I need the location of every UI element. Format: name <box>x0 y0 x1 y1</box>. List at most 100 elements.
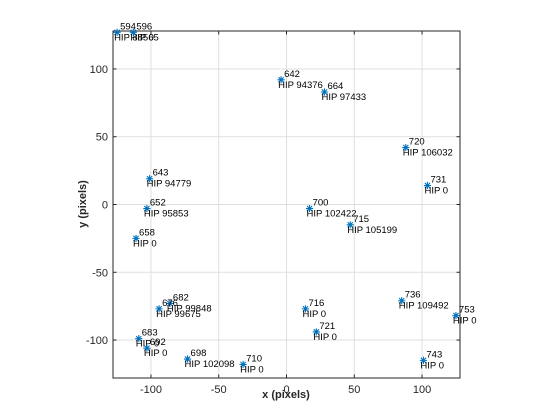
star-hip-label: HIP 94779 <box>147 179 192 190</box>
x-tick-label: -100 <box>140 384 162 396</box>
star-id-label: 692 <box>150 337 166 348</box>
star-hip-label: HIP 109492 <box>399 301 449 312</box>
star-id-label: 736 <box>405 290 421 301</box>
y-tick-label: 100 <box>90 64 108 76</box>
star-marker <box>301 305 310 313</box>
x-axis-label: x (pixels) <box>262 389 310 401</box>
star-id-label: 658 <box>139 227 155 238</box>
star-marker <box>113 28 121 36</box>
star-id-label: 594 <box>120 21 136 32</box>
star-marker <box>145 175 154 183</box>
star-marker <box>143 344 151 352</box>
star-hip-label: HIP 95853 <box>144 209 189 220</box>
star-marker <box>277 76 285 84</box>
star-id-label: 596 <box>136 21 152 32</box>
star-marker <box>320 88 329 96</box>
star-marker <box>398 297 406 305</box>
star-id-label: 743 <box>426 349 442 360</box>
y-tick-label: -50 <box>92 267 108 279</box>
star-id-label: 721 <box>319 321 335 332</box>
star-hip-label: HIP 99675 <box>156 309 201 320</box>
y-tick-label: 0 <box>102 200 108 212</box>
star-hip-label: HIP 99848 <box>167 303 212 314</box>
x-tick-label: 0 <box>283 384 289 396</box>
star-id-label: 643 <box>153 168 169 179</box>
star-hip-label: HIP 0 <box>240 364 264 375</box>
x-tick-label: 50 <box>348 384 360 396</box>
star-marker <box>419 356 428 364</box>
star-id-label: 683 <box>142 328 158 339</box>
star-marker <box>423 181 432 190</box>
star-marker <box>135 335 143 343</box>
star-id-label: 710 <box>246 353 262 364</box>
star-id-label: 676 <box>162 298 178 309</box>
star-hip-label: HIP 0 <box>420 360 444 371</box>
star-id-label: 642 <box>284 69 300 80</box>
star-marker <box>346 221 354 229</box>
star-marker <box>402 143 410 152</box>
x-tick-label: 100 <box>413 384 431 396</box>
star-hip-label: HIP 0 <box>136 339 160 350</box>
star-marker <box>452 312 460 320</box>
axis-ticks: -100 -50 0 50 100 -100 -50 0 50 100 <box>86 31 460 396</box>
star-id-label: 682 <box>173 292 189 303</box>
star-id-label: 753 <box>459 305 475 316</box>
star-id-label: 664 <box>327 81 343 92</box>
star-marker <box>239 360 247 369</box>
star-hip-label: HIP 94376 <box>278 80 323 91</box>
star-hip-label: HIP 106032 <box>403 148 453 159</box>
star-marker <box>155 305 163 313</box>
star-id-label: 700 <box>313 198 329 209</box>
x-tick-label: -50 <box>211 384 227 396</box>
star-hip-label: HIP 0 <box>133 238 157 249</box>
star-marker <box>312 328 320 336</box>
star-marker <box>183 355 192 363</box>
star-hip-label: HIP 0 <box>130 32 154 43</box>
star-hip-label: HIP 97433 <box>321 92 366 103</box>
star-hip-label: HIP 0 <box>424 186 448 197</box>
star-hip-label: HIP 0 <box>453 316 477 327</box>
star-marker <box>129 28 137 36</box>
star-marker <box>305 204 314 213</box>
star-id-label: 720 <box>409 137 425 148</box>
star-hip-label: HIP 0 <box>302 309 326 320</box>
y-tick-label: -100 <box>86 335 108 347</box>
star-id-label: 716 <box>308 298 324 309</box>
star-hip-label: HIP 102098 <box>185 359 235 370</box>
star-hip-label: HIP 102422 <box>307 209 357 220</box>
grid <box>113 31 460 378</box>
y-tick-label: 50 <box>96 132 108 144</box>
star-id-label: 652 <box>150 198 166 209</box>
star-marker <box>166 299 174 308</box>
star-hip-label: HIP 0 <box>313 332 337 343</box>
y-axis-label: y (pixels) <box>77 180 89 228</box>
star-id-label: 731 <box>430 175 446 186</box>
star-marker <box>143 204 151 213</box>
star-id-label: 698 <box>191 348 207 359</box>
star-hip-label: HIP 105199 <box>347 225 397 236</box>
star-id-label: 715 <box>353 214 369 225</box>
